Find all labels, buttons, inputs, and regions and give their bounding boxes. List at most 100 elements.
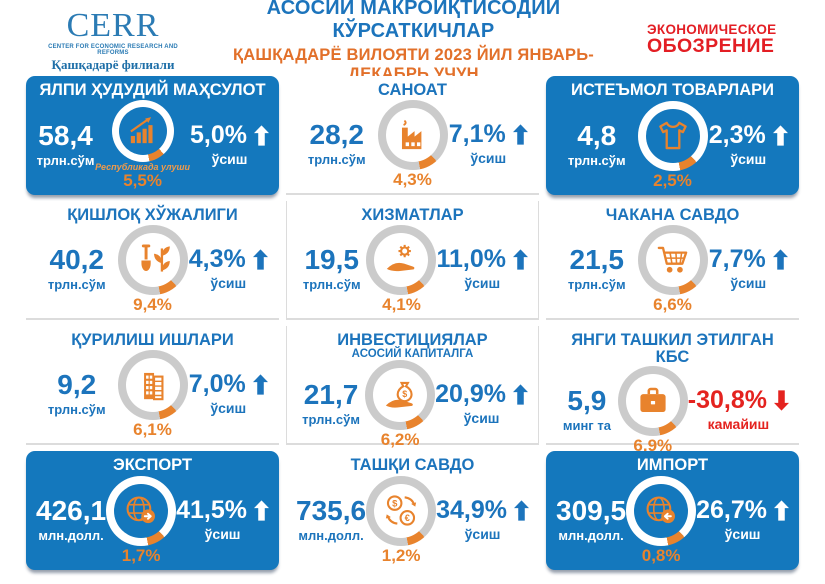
growth-label: ўсиш — [470, 149, 507, 166]
growth-chart-icon — [129, 117, 153, 144]
gauge-ring: $ — [365, 360, 436, 431]
growth-percent: 34,9% — [436, 495, 507, 524]
growth-percent: 7,1% — [448, 119, 506, 148]
economic-review-logo: ЭКОНОМИЧЕСКОЕ ОБОЗРЕНИЕ — [639, 22, 797, 58]
header: CERR CENTER FOR ECONOMIC RESEARCH AND RE… — [0, 0, 825, 83]
indicator-unit: млн.долл. — [298, 527, 364, 543]
share-percent: 6,9% — [633, 435, 673, 455]
growth-percent: 7,0% — [188, 369, 246, 398]
growth-label: ўсиш — [464, 274, 501, 291]
indicator-unit: трлн.сўм — [47, 401, 106, 417]
up-arrow-icon — [254, 125, 269, 146]
card-title: ЯЛПИ ҲУДУДИЙ МАҲСУЛОТ — [39, 81, 266, 99]
up-arrow-icon — [514, 500, 529, 521]
growth-percent: 20,9% — [435, 380, 506, 409]
gauge-ring — [106, 475, 177, 546]
briefcase-icon — [640, 387, 666, 412]
factory-icon — [401, 119, 421, 150]
card-new-businesses: ЯНГИ ТАШКИЛ ЭТИЛГАН КБС 5,9 минг та 6,9% — [546, 326, 799, 454]
indicator-unit: трлн.сўм — [47, 276, 106, 292]
globe-import-icon — [646, 496, 676, 523]
up-arrow-icon — [513, 249, 528, 270]
gauge-ring — [626, 475, 697, 546]
economic-review-line2: ОБОЗРЕНИЕ — [647, 35, 775, 58]
card-consumer-goods: ИСТЕЪМОЛ ТОВАРЛАРИ 4,8 трлн.сўм 2,5% 2,3… — [546, 76, 799, 195]
up-arrow-icon — [252, 374, 268, 395]
indicator-grid: ЯЛПИ ҲУДУДИЙ МАҲСУЛОТ 58,4 трлн.сўм Респ… — [26, 76, 799, 570]
gauge-ring — [117, 224, 188, 295]
share-percent: 6,1% — [133, 419, 172, 439]
growth-percent: -30,8% — [687, 385, 767, 414]
card-gross-regional-product: ЯЛПИ ҲУДУДИЙ МАҲСУЛОТ 58,4 трлн.сўм Респ… — [26, 76, 279, 195]
card-title: ЯНГИ ТАШКИЛ ЭТИЛГАН КБС — [571, 331, 774, 366]
up-arrow-icon — [512, 124, 528, 145]
card-title: ИСТЕЪМОЛ ТОВАРЛАРИ — [571, 81, 774, 99]
indicator-value: 4,8 — [577, 119, 617, 151]
indicator-unit: минг та — [562, 417, 611, 433]
cerr-logo: CERR CENTER FOR ECONOMIC RESEARCH AND RE… — [38, 9, 188, 72]
share-percent: 1,2% — [381, 545, 421, 565]
card-title: ТАШҚИ САВДО — [350, 456, 475, 474]
dollar-glyph: $ — [392, 498, 398, 509]
share-percent: 4,1% — [382, 294, 421, 314]
indicator-value: 735,6 — [296, 494, 367, 526]
indicator-value: 5,9 — [567, 384, 607, 416]
globe-export-icon — [126, 496, 156, 523]
gauge-ring — [117, 349, 188, 420]
growth-percent: 4,3% — [188, 244, 246, 273]
euro-glyph: € — [405, 513, 411, 524]
indicator-unit: млн.долл. — [38, 527, 104, 543]
shopping-cart-icon — [657, 246, 687, 273]
currency-exchange-icon: $ € — [385, 495, 417, 526]
share-percent: 9,4% — [133, 294, 172, 314]
building-icon — [143, 372, 163, 401]
indicator-value: 19,5 — [304, 243, 359, 275]
share-percent: 5,5% — [123, 171, 162, 191]
up-arrow-icon — [252, 249, 268, 270]
card-services: ХИЗМАТЛАР 19,5 трлн.сўм 4,1% — [286, 201, 539, 320]
card-title: ҚИШЛОҚ ХЎЖАЛИГИ — [67, 206, 238, 224]
growth-percent: 2,3% — [708, 120, 766, 149]
cerr-logo-subtext: CENTER FOR ECONOMIC RESEARCH AND REFORMS — [48, 44, 178, 56]
economic-review-line1: ЭКОНОМИЧЕСКОЕ — [647, 22, 777, 38]
card-title: ЭКСПОРТ — [112, 456, 193, 474]
growth-percent: 7,7% — [708, 244, 766, 273]
indicator-value: 21,5 — [569, 243, 625, 275]
share-percent: 0,8% — [641, 545, 681, 565]
card-import: ИМПОРТ 309,5 млн.долл. 0,8% — [546, 451, 799, 570]
indicator-unit: трлн.сўм — [567, 152, 626, 168]
card-agriculture: ҚИШЛОҚ ХЎЖАЛИГИ 40,2 трлн.сўм — [26, 201, 279, 320]
share-percent: 1,7% — [121, 545, 161, 565]
card-foreign-trade: ТАШҚИ САВДО 735,6 млн.долл. $ € — [286, 451, 539, 570]
indicator-value: 28,2 — [309, 118, 365, 150]
up-arrow-icon — [513, 384, 528, 405]
shovel-plant-icon — [140, 244, 170, 272]
gauge-ring — [111, 100, 174, 163]
card-retail-trade: ЧАКАНА САВДО 21,5 трлн.сўм 6,6% 7,7% — [546, 201, 799, 320]
card-construction: ҚУРИЛИШ ИШЛАРИ 9,2 трлн.сўм 6,1% — [26, 326, 279, 445]
indicator-value: 21,7 — [303, 379, 359, 411]
card-title: ЧАКАНА САВДО — [605, 206, 740, 224]
indicator-value: 426,1 — [36, 494, 107, 526]
card-title: САНОАТ — [378, 81, 447, 99]
indicator-unit: млн.долл. — [558, 527, 624, 543]
up-arrow-icon — [772, 249, 788, 270]
gauge-ring — [617, 365, 688, 436]
indicator-value: 58,4 — [38, 119, 93, 151]
gauge-ring — [366, 224, 437, 295]
indicator-unit: трлн.сўм — [302, 276, 361, 292]
card-export: ЭКСПОРТ 426,1 млн.долл. 1,7% — [26, 451, 279, 570]
growth-label: ўсиш — [210, 274, 247, 291]
share-percent: 6,2% — [380, 430, 420, 450]
growth-percent: 41,5% — [176, 495, 247, 524]
cerr-logo-branch: Қашқадарё филиали — [51, 57, 175, 72]
page-titles: АСОСИЙ МАКРОИҚТИСОДИЙ КЎРСАТКИЧЛАР ҚАШҚА… — [188, 0, 639, 84]
card-industry: САНОАТ 28,2 трлн.сўм 4,3% 7,1% — [286, 76, 539, 195]
indicator-unit: трлн.сўм — [307, 151, 366, 167]
hand-gear-icon — [387, 244, 415, 271]
card-title: ҚУРИЛИШ ИШЛАРИ — [71, 331, 234, 349]
growth-label: ўсиш — [730, 150, 767, 167]
growth-percent: 11,0% — [436, 244, 506, 273]
card-title: ХИЗМАТЛАР — [361, 206, 464, 224]
growth-label: ўсиш — [463, 410, 500, 427]
